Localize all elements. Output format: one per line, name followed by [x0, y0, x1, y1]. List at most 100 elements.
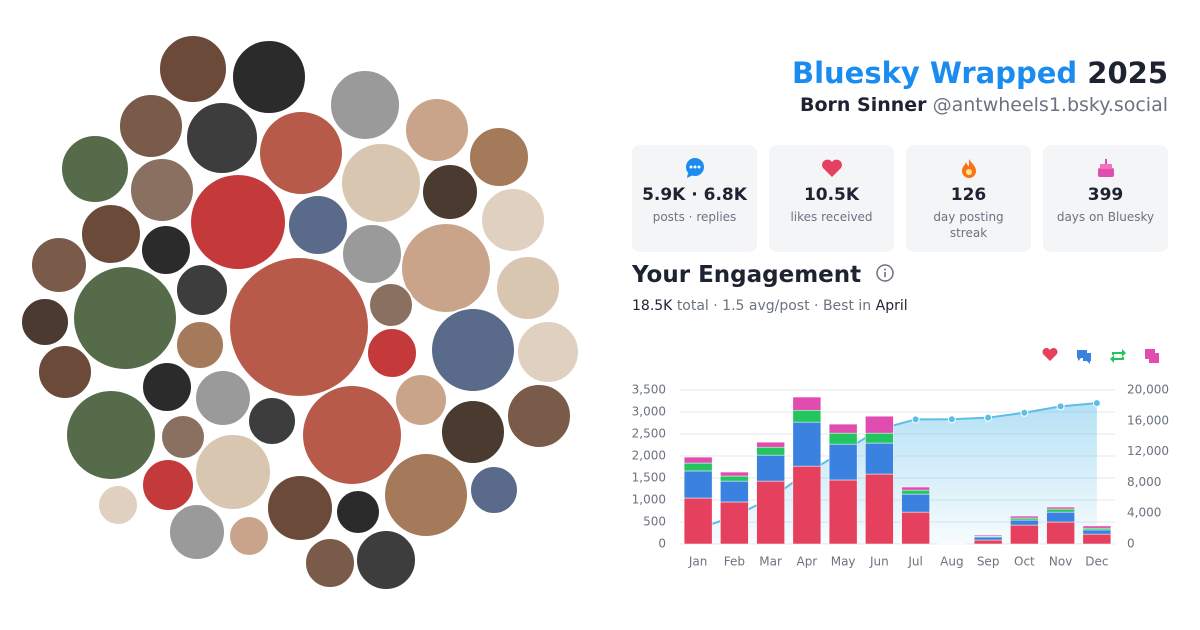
- bar-segment: [683, 462, 713, 472]
- line-point: [1092, 399, 1101, 408]
- bar-segment: [720, 475, 749, 482]
- avatar: [175, 320, 225, 370]
- x-tick-label: May: [831, 555, 856, 569]
- avatar: [421, 163, 479, 221]
- x-tick-label: Dec: [1085, 555, 1108, 569]
- icon: [961, 159, 976, 178]
- x-tick-label: Aug: [940, 555, 963, 569]
- bar-segment: [683, 497, 713, 545]
- info-icon[interactable]: [875, 263, 895, 283]
- x-tick-label: Jan: [688, 555, 708, 569]
- x-tick-label: Apr: [796, 555, 817, 569]
- avatar: [185, 101, 259, 175]
- bar-segment: [973, 536, 1003, 541]
- legend-icon[interactable]: [1110, 349, 1126, 363]
- handle: @antwheels1.bsky.social: [932, 94, 1168, 116]
- avatar: [480, 187, 546, 253]
- avatar: [247, 396, 297, 446]
- section-title: Your Engagement: [632, 262, 895, 288]
- avatar: [301, 384, 403, 486]
- stat-label: days on Bluesky: [1056, 210, 1155, 224]
- bar-segment: [1046, 508, 1075, 513]
- bar-segment: [1010, 524, 1039, 545]
- avatar: [400, 222, 492, 314]
- bar-segment: [1082, 527, 1112, 531]
- avatar: [383, 452, 469, 538]
- bar-segment: [683, 456, 713, 464]
- bar-segment: [828, 479, 858, 545]
- icon: [821, 159, 842, 177]
- bar-segment: [1046, 521, 1075, 545]
- bar-segment: [792, 421, 822, 467]
- summary: 18.5K total · 1.5 avg/post · Best in Apr…: [632, 298, 908, 314]
- legend-icon[interactable]: [1145, 349, 1159, 363]
- y-tick-label: 1,000: [632, 493, 666, 507]
- y-tick-label: 3,500: [632, 383, 666, 397]
- avatar: [341, 223, 403, 285]
- avatar: [335, 489, 381, 535]
- avatar: [72, 265, 178, 371]
- bar-segment: [792, 396, 822, 411]
- bar-segment: [828, 443, 858, 481]
- title-text: Bluesky Wrapped: [791, 56, 1078, 90]
- line-point: [911, 415, 920, 424]
- y-tick-label: 2,500: [632, 427, 666, 441]
- y2-tick-label: 20,000: [1127, 383, 1169, 397]
- y2-tick-label: 4,000: [1127, 506, 1161, 520]
- bar-segment: [792, 465, 822, 545]
- avatar: [175, 263, 229, 317]
- x-tick-label: Mar: [759, 555, 782, 569]
- avatar: [30, 236, 88, 294]
- avatar: [228, 515, 270, 557]
- bar-segment: [683, 470, 713, 499]
- avatar: [329, 69, 401, 141]
- legend-icon[interactable]: [1042, 347, 1058, 361]
- line-point: [947, 415, 956, 424]
- display-name: Born Sinner: [800, 94, 927, 116]
- icon: [685, 158, 704, 178]
- stat-card: 10.5K likes received: [769, 145, 894, 252]
- avatar: [287, 194, 349, 256]
- avatar: [394, 373, 448, 427]
- summary-text: total · 1.5 avg/post · Best in: [676, 298, 872, 314]
- legend-icon[interactable]: [1077, 350, 1091, 364]
- bar-segment: [1046, 511, 1075, 523]
- bar-segment: [901, 489, 930, 495]
- avatar: [37, 344, 93, 400]
- avatar: [355, 529, 417, 591]
- avatar: [118, 93, 184, 159]
- y-tick-label: 1,500: [632, 471, 666, 485]
- avatar: [404, 97, 470, 163]
- section-title-text: Your Engagement: [632, 262, 862, 288]
- avatar: [129, 157, 195, 223]
- bar-segment: [1082, 533, 1112, 545]
- y-tick-label: 2,000: [632, 449, 666, 463]
- bar-segment: [865, 473, 894, 545]
- bar-segment: [1010, 519, 1039, 526]
- avatar: [495, 255, 561, 321]
- stat-label: posts · replies: [652, 210, 737, 224]
- avatar: [506, 383, 572, 449]
- user: Born Sinner @antwheels1.bsky.social: [800, 94, 1168, 116]
- line-point: [1056, 402, 1065, 411]
- bar-segment: [828, 423, 858, 434]
- stat-card: 126 day posting streak: [906, 145, 1031, 252]
- bar-segment: [865, 432, 894, 444]
- avatar: [469, 465, 519, 515]
- stat-label: day posting streak: [933, 210, 1004, 240]
- avatar: [65, 389, 157, 481]
- avatar: [194, 433, 272, 511]
- avatar: [189, 173, 287, 271]
- bar-segment: [901, 511, 930, 545]
- bar-segment: [792, 409, 822, 423]
- avatar: [304, 537, 356, 589]
- x-tick-label: Feb: [724, 555, 745, 569]
- best-month: April: [875, 298, 908, 314]
- x-tick-label: Jul: [907, 555, 922, 569]
- stat-value: 399: [1087, 185, 1124, 205]
- avatar: [516, 320, 580, 384]
- avatar: [20, 297, 70, 347]
- y-tick-label: 500: [643, 515, 666, 529]
- bar-segment: [756, 441, 785, 448]
